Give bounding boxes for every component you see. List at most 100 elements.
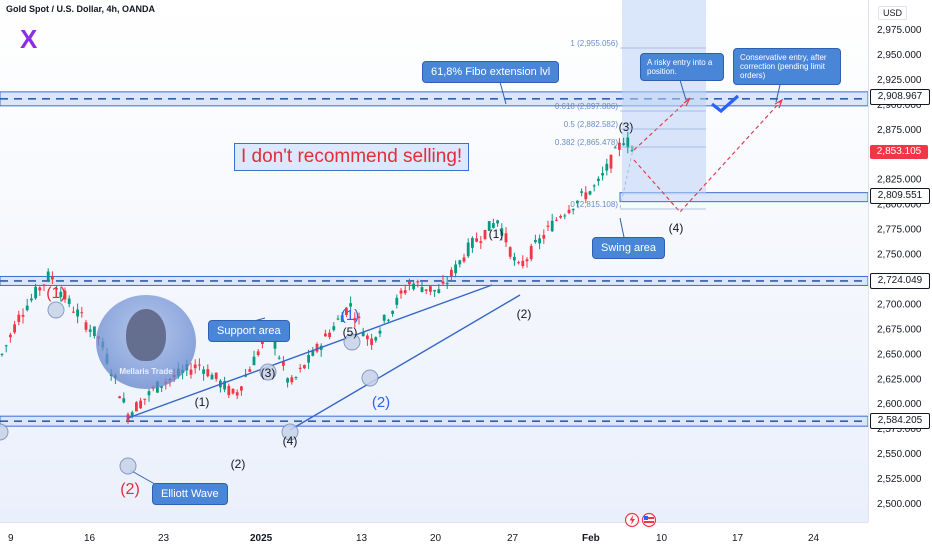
candle-body [282, 361, 285, 366]
price-tick-label: 2,575.000 [877, 424, 922, 435]
price-tick-label: 2,550.000 [877, 449, 922, 460]
fib-layer: 1 (2,955.056) 0.618 (2,897.886) 0.5 (2,882… [555, 39, 706, 210]
candle-body [492, 223, 495, 228]
time-tick-label: 27 [507, 533, 519, 544]
candle-body [160, 386, 163, 388]
candle-body [408, 281, 411, 285]
fib-label: 1 (2,955.056) [570, 39, 618, 48]
candle-body [525, 259, 529, 262]
candle-body [479, 241, 483, 243]
candle-body [592, 185, 596, 187]
chart-symbol-title[interactable]: Gold Spot / U.S. Dollar, 4h, OANDA [6, 4, 156, 14]
candle-body [487, 221, 491, 231]
wave-label: (1) [195, 395, 210, 409]
candle-body [231, 388, 235, 394]
candle-body [437, 289, 441, 294]
candle-body [76, 309, 79, 317]
candle-body [13, 324, 16, 333]
wave-label: (4) [283, 434, 298, 448]
price-tag: 2,853.105 [870, 144, 928, 159]
candle-body [584, 192, 588, 200]
price-tick-label: 2,825.000 [877, 175, 922, 186]
candle-body [433, 289, 436, 292]
swing-zone [619, 192, 868, 203]
candle-body [4, 345, 8, 347]
chart-svg: (1)(2)(1)(2)(3)(4)(5)(1)(2)(3)(4)(1)(2) … [0, 0, 868, 498]
candle-body [567, 209, 571, 214]
support-area-callout: Support area [208, 320, 290, 342]
wave-label: (3) [619, 120, 634, 134]
wave-circle [259, 363, 277, 381]
candle-body [34, 286, 37, 299]
price-tag: 2,724.049 [870, 273, 930, 290]
candle-body [357, 316, 361, 318]
candle-body [223, 381, 226, 390]
lightning-glyph [629, 515, 635, 525]
candle-body [193, 364, 197, 369]
event-icons [624, 512, 657, 528]
candle-body [399, 290, 403, 294]
wave-label: (3) [261, 366, 276, 380]
price-axis[interactable]: 2,975.000 2,950.000 2,925.000 2,900.000 2,87… [868, 0, 932, 522]
currency-label[interactable]: USD [878, 6, 908, 20]
candle-body [630, 150, 634, 152]
candle-body [429, 286, 432, 292]
candle-body [504, 233, 508, 243]
time-tick-label: 17 [732, 533, 744, 544]
candle-body [605, 163, 609, 171]
candle-body [328, 332, 331, 338]
chart-footer-icons [624, 512, 664, 533]
wave-label: (2) [231, 457, 246, 471]
time-tick-label: 16 [84, 533, 96, 544]
wave-label: (2) [372, 394, 390, 411]
callout-pointer [775, 84, 781, 103]
price-tick-label: 2,625.000 [877, 374, 922, 385]
candle-body [546, 225, 550, 227]
candle-body [135, 402, 138, 412]
warning-text: I don't recommend selling! [234, 143, 470, 171]
candle-body [538, 238, 541, 244]
candle-body [412, 283, 415, 290]
projection-box [622, 0, 706, 195]
candle-body [273, 340, 277, 349]
candle-body [571, 208, 575, 211]
candle-body [235, 392, 239, 396]
candle-body [9, 334, 12, 338]
time-axis[interactable]: 9 16 23 2025 13 20 27 Feb 10 17 24 [0, 522, 868, 550]
candle-body [84, 322, 88, 330]
candle-body [626, 137, 630, 148]
candle-body [420, 287, 424, 293]
flag-stripe [644, 521, 654, 523]
candle-body [366, 335, 369, 340]
wave-circle [343, 333, 361, 351]
candle-body [122, 398, 126, 403]
time-tick-label: 10 [656, 533, 668, 544]
candle-body [576, 200, 579, 204]
elliott-wave-callout: Elliott Wave [152, 483, 228, 505]
wave-label: (5) [343, 325, 358, 339]
candle-body [88, 329, 92, 332]
candle-body [336, 318, 340, 320]
chart-plot-area[interactable]: (1) (2) (1) (2) (3) (4) (5) (1) (2) (3) (4) (1) (2) … [0, 0, 868, 522]
time-tick-label: 24 [808, 533, 820, 544]
candle-body [55, 288, 58, 290]
candle-body [256, 351, 260, 355]
candle-body [378, 330, 382, 334]
candle-body [542, 234, 546, 239]
time-tick-label: 20 [430, 533, 442, 544]
risky-path [633, 97, 691, 151]
candle-body [294, 377, 298, 379]
candle-body [471, 237, 474, 248]
fib-label: 0.618 (2,897.886) [555, 102, 618, 111]
wave-label: (1) [46, 285, 66, 302]
price-tick-label: 2,925.000 [877, 75, 922, 86]
candle-body [311, 350, 315, 356]
wave-label: (1) [489, 227, 504, 241]
candle-body [508, 247, 512, 257]
candle-body [475, 238, 478, 242]
price-tick-label: 2,900.000 [877, 100, 922, 111]
candle-body [51, 276, 54, 280]
price-tick-label: 2,750.000 [877, 250, 922, 261]
wave-label: (1) [341, 307, 359, 324]
candles-layer [0, 131, 634, 424]
